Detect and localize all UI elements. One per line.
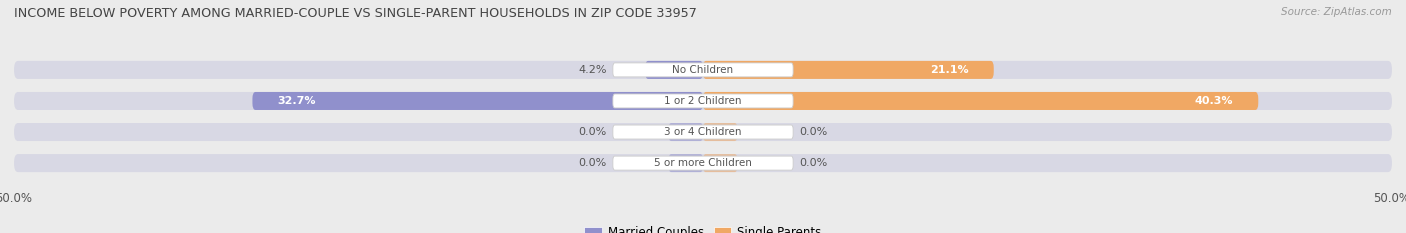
Legend: Married Couples, Single Parents: Married Couples, Single Parents	[579, 221, 827, 233]
Text: 40.3%: 40.3%	[1195, 96, 1233, 106]
FancyBboxPatch shape	[645, 61, 703, 79]
FancyBboxPatch shape	[14, 61, 1392, 79]
Text: 21.1%: 21.1%	[931, 65, 969, 75]
FancyBboxPatch shape	[613, 94, 793, 108]
Text: 32.7%: 32.7%	[277, 96, 316, 106]
FancyBboxPatch shape	[703, 123, 738, 141]
Text: Source: ZipAtlas.com: Source: ZipAtlas.com	[1281, 7, 1392, 17]
FancyBboxPatch shape	[703, 92, 1258, 110]
FancyBboxPatch shape	[669, 154, 703, 172]
Text: 3 or 4 Children: 3 or 4 Children	[664, 127, 742, 137]
Text: 4.2%: 4.2%	[578, 65, 606, 75]
FancyBboxPatch shape	[613, 63, 793, 77]
FancyBboxPatch shape	[613, 156, 793, 170]
FancyBboxPatch shape	[613, 125, 793, 139]
Text: 0.0%: 0.0%	[800, 158, 828, 168]
Text: 0.0%: 0.0%	[800, 127, 828, 137]
FancyBboxPatch shape	[669, 123, 703, 141]
FancyBboxPatch shape	[703, 154, 738, 172]
FancyBboxPatch shape	[14, 154, 1392, 172]
FancyBboxPatch shape	[14, 123, 1392, 141]
Text: 0.0%: 0.0%	[578, 158, 606, 168]
Text: INCOME BELOW POVERTY AMONG MARRIED-COUPLE VS SINGLE-PARENT HOUSEHOLDS IN ZIP COD: INCOME BELOW POVERTY AMONG MARRIED-COUPL…	[14, 7, 697, 20]
FancyBboxPatch shape	[253, 92, 703, 110]
Text: No Children: No Children	[672, 65, 734, 75]
FancyBboxPatch shape	[14, 92, 1392, 110]
FancyBboxPatch shape	[703, 61, 994, 79]
Text: 5 or more Children: 5 or more Children	[654, 158, 752, 168]
Text: 1 or 2 Children: 1 or 2 Children	[664, 96, 742, 106]
Text: 0.0%: 0.0%	[578, 127, 606, 137]
